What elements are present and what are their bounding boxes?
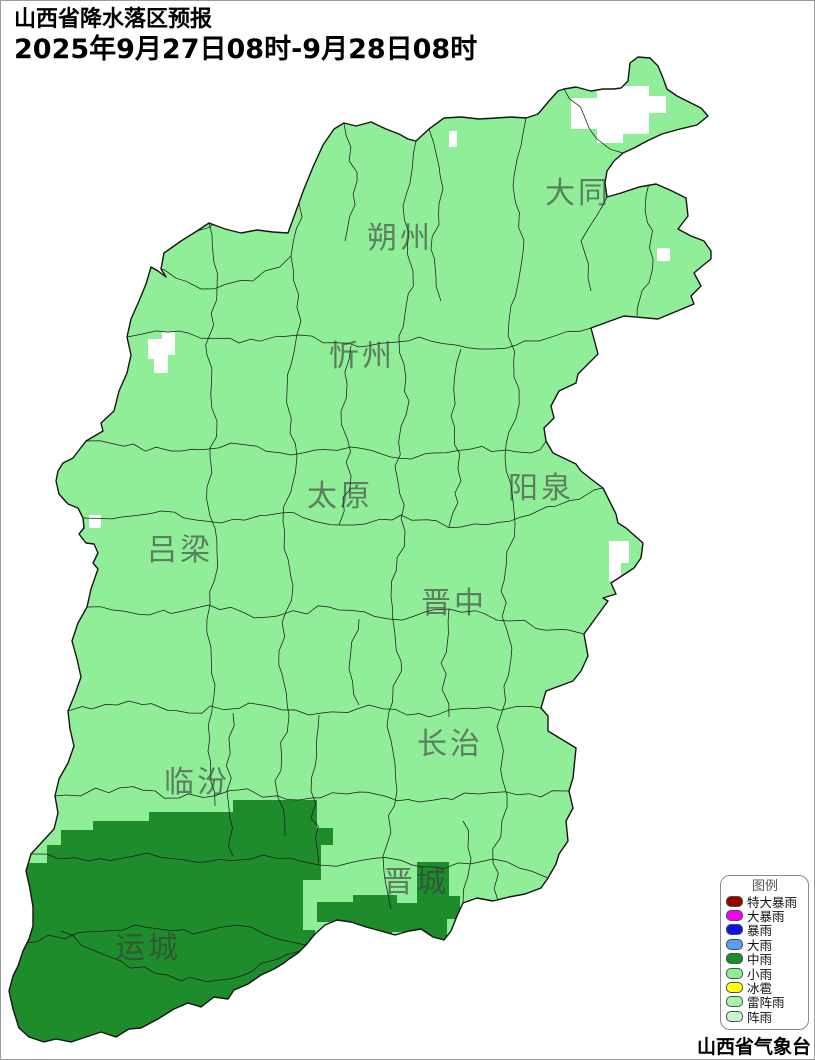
city-label-linfen: 临汾: [164, 765, 230, 800]
county-boundaries: [21, 88, 663, 982]
city-label-yangquan: 阳泉: [508, 471, 574, 506]
legend-item: 雷阵雨: [726, 995, 804, 1011]
legend-label: 冰雹: [747, 981, 773, 997]
title-block: 山西省降水落区预报 2025年9月27日08时-9月28日08时: [14, 6, 477, 65]
city-label-yuncheng: 运城: [115, 931, 181, 966]
legend-label: 暴雨: [747, 923, 773, 939]
city-label-lvliang: 吕梁: [147, 533, 213, 568]
legend-swatch-shower: [726, 1010, 743, 1022]
legend-item: 阵雨: [726, 1009, 804, 1025]
legend-item: 冰雹: [726, 980, 804, 997]
province-border: [8, 56, 712, 1043]
legend-swatch-moderate-rain: [726, 953, 743, 965]
city-label-jincheng: 晋城: [383, 865, 449, 900]
legend-swatch-hail: [726, 982, 743, 994]
source-attribution: 山西省气象台: [696, 1036, 811, 1058]
city-label-jinzhong: 晋中: [421, 586, 487, 621]
city-label-datong: 大同: [545, 176, 611, 211]
legend-item: 暴雨: [726, 923, 804, 939]
legend-title: 图例: [751, 879, 778, 894]
forecast-valid-period: 2025年9月27日08时-9月28日08时: [14, 33, 478, 65]
legend-label: 中雨: [747, 952, 773, 968]
legend-label: 小雨: [747, 966, 773, 982]
legend-item: 大雨: [726, 937, 804, 953]
legend-swatch-heavy-rain: [726, 938, 743, 950]
city-label-xinzhou: 忻州: [329, 339, 395, 374]
moderate-rain-area-jincheng-block: [417, 862, 449, 907]
legend-label: 特大暴雨: [747, 894, 798, 910]
city-label-changzhi: 长治: [417, 727, 483, 762]
legend-swatch-extreme-rainstorm: [726, 895, 743, 907]
city-label-taiyuan: 太原: [307, 479, 373, 514]
legend-label: 雷阵雨: [747, 995, 785, 1011]
legend-swatch-light-rain: [726, 967, 743, 979]
legend-label: 大暴雨: [747, 909, 785, 925]
map-title: 山西省降水落区预报: [14, 7, 213, 32]
legend-label: 阵雨: [747, 1009, 773, 1025]
legend-swatch-heavy-rainstorm: [726, 910, 743, 922]
legend-box: 图例 特大暴雨 大暴雨 暴雨 大雨 中雨 小雨 冰雹: [720, 875, 809, 1030]
legend-swatch-rainstorm: [726, 924, 743, 936]
legend-item: 中雨: [726, 952, 804, 968]
city-label-shuozhou: 朔州: [367, 221, 433, 256]
legend-item: 特大暴雨: [726, 894, 804, 910]
legend-label: 大雨: [747, 937, 773, 953]
legend-item: 大暴雨: [726, 908, 804, 925]
legend-item: 小雨: [726, 966, 804, 982]
legend-swatch-thundershower: [726, 996, 743, 1008]
